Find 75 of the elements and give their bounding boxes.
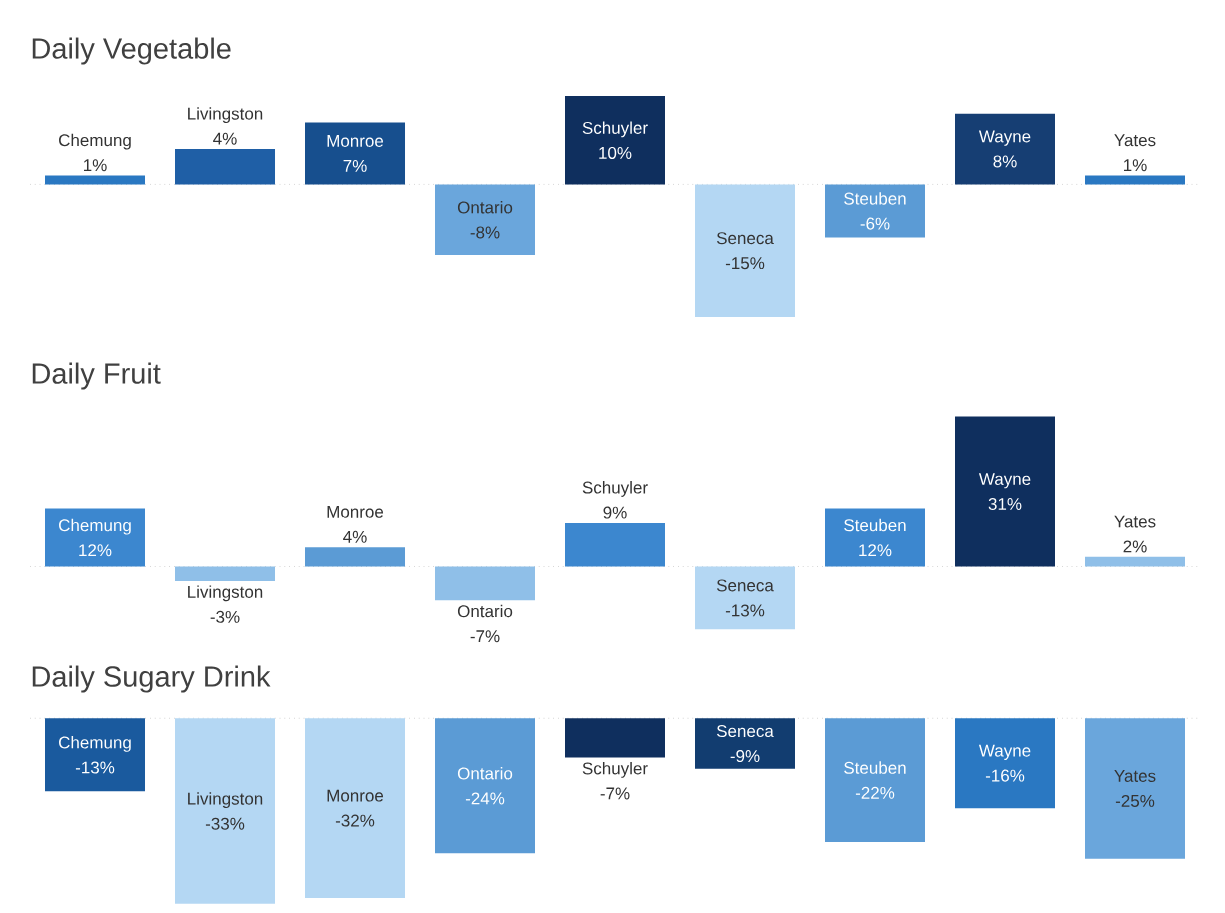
- category-label: Yates: [1114, 770, 1156, 782]
- category-label: Livingston: [188, 585, 263, 602]
- category-label: Seneca: [716, 232, 774, 245]
- data-label: -13%: [75, 761, 115, 774]
- data-label: -13%: [725, 604, 765, 617]
- data-label: -9%: [730, 750, 760, 763]
- data-label: 12%: [79, 544, 112, 557]
- category-label: Yates: [1114, 134, 1156, 147]
- category-label: Wayne: [978, 744, 1031, 760]
- category-label: Wayne: [978, 473, 1031, 489]
- category-label: Wayne: [978, 130, 1031, 146]
- category-label: Chemung: [59, 133, 131, 150]
- data-label: 12%: [859, 544, 892, 557]
- bar: [955, 113, 1055, 185]
- category-label: Ontario: [457, 766, 513, 780]
- category-label: Chemung: [59, 518, 131, 535]
- data-label: -24%: [465, 792, 505, 805]
- category-label: Chemung: [59, 736, 131, 752]
- data-label: 31%: [988, 497, 1022, 510]
- data-label: -15%: [725, 257, 765, 270]
- bar: [45, 508, 146, 567]
- bar: [435, 566, 535, 601]
- category-label: Schuyler: [582, 121, 648, 138]
- category-label: Schuyler: [582, 481, 648, 497]
- chart-title: Daily Sugary Drink: [32, 665, 271, 693]
- data-label: 8%: [993, 155, 1017, 168]
- data-label: 1%: [1124, 159, 1147, 172]
- category-label: Monroe: [327, 505, 384, 518]
- bar: [695, 184, 795, 317]
- data-label: 4%: [213, 132, 237, 145]
- bar: [45, 175, 146, 185]
- category-label: Monroe: [327, 789, 384, 802]
- data-label: 2%: [1123, 540, 1147, 553]
- bar: [435, 184, 535, 256]
- data-label: 9%: [603, 506, 627, 519]
- category-label: Steuben: [844, 518, 906, 532]
- bar: [305, 122, 406, 185]
- data-label: -6%: [860, 217, 890, 230]
- data-label: 7%: [343, 159, 367, 172]
- data-label: -16%: [985, 769, 1025, 782]
- data-label: -3%: [210, 610, 240, 623]
- bar: [565, 96, 665, 185]
- category-label: Livingston: [188, 107, 263, 124]
- category-label: Monroe: [327, 135, 384, 147]
- data-label: -7%: [600, 787, 630, 800]
- data-label: -22%: [855, 786, 895, 799]
- category-label: Steuben: [844, 761, 906, 774]
- category-label: Ontario: [457, 200, 513, 214]
- data-label: 1%: [84, 159, 107, 172]
- category-label: Seneca: [716, 725, 774, 738]
- data-label: -8%: [470, 226, 500, 239]
- chart-title: Daily Fruit: [32, 362, 161, 390]
- bar: [1085, 175, 1185, 185]
- category-label: Steuben: [844, 192, 906, 205]
- category-label: Ontario: [457, 604, 513, 618]
- chart-title: Daily Vegetable: [32, 37, 231, 65]
- data-label: -32%: [335, 814, 375, 827]
- category-label: Livingston: [188, 792, 263, 809]
- category-label: Schuyler: [582, 761, 648, 778]
- bar: [825, 184, 925, 238]
- category-label: Yates: [1114, 515, 1156, 528]
- data-label: -25%: [1115, 794, 1155, 807]
- bar: [175, 566, 276, 581]
- bar: [305, 547, 406, 567]
- bar: [565, 522, 665, 567]
- data-label: -7%: [470, 630, 500, 643]
- bar: [1085, 556, 1185, 567]
- bar: [825, 508, 925, 567]
- data-label: -33%: [205, 817, 245, 830]
- data-label: 10%: [599, 146, 632, 159]
- category-label: Seneca: [716, 579, 774, 592]
- bar: [695, 566, 795, 630]
- data-label: 4%: [343, 530, 367, 543]
- bar: [955, 416, 1055, 567]
- bar: [175, 149, 276, 185]
